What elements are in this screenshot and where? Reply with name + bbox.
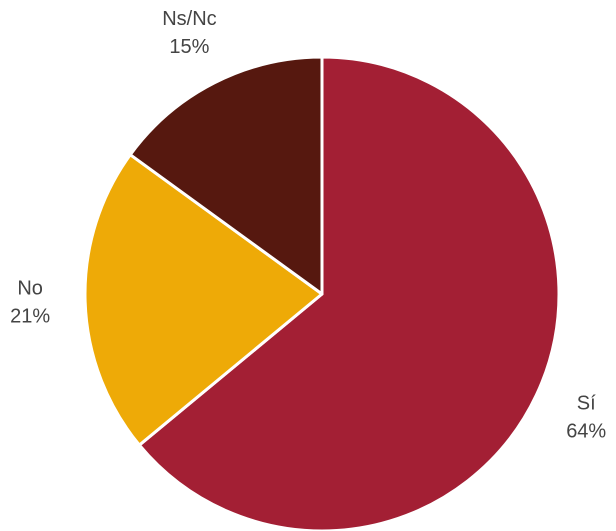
pie-slice (137, 55, 561, 531)
pie-slice (128, 55, 324, 296)
pie-slice (83, 153, 324, 447)
slice-value-label: 21% (10, 305, 50, 327)
slice-label: Ns/Nc (162, 8, 216, 30)
slice-value-label: 15% (169, 36, 209, 58)
slice-value-label: 64% (566, 421, 606, 443)
slice-label: No (17, 277, 43, 299)
slice-label: Sí (577, 393, 596, 415)
